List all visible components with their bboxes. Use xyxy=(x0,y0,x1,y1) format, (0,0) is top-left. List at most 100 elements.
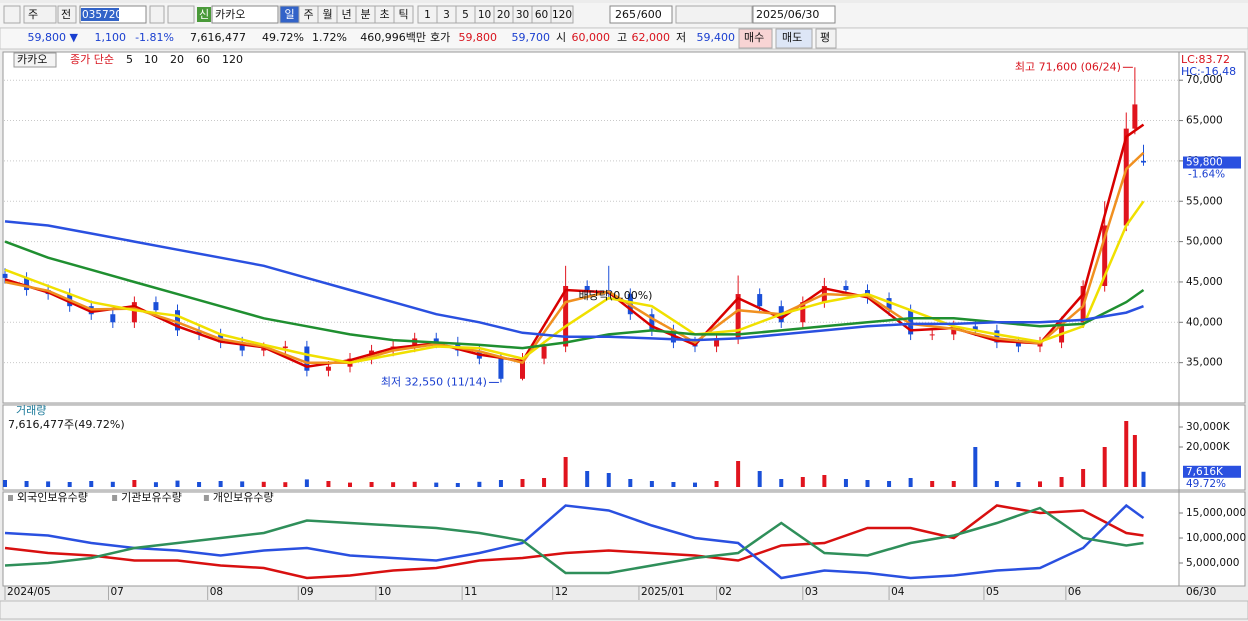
moving-average xyxy=(4,220,1144,342)
volume-bar xyxy=(304,479,309,487)
annotation-low: 최저 32,550 (11/14) xyxy=(381,375,487,388)
holding-line xyxy=(4,503,1145,580)
candle-body xyxy=(282,346,288,349)
candle-body xyxy=(2,273,8,278)
date-box[interactable] xyxy=(752,5,836,24)
x-tick-label: 10 xyxy=(378,586,391,598)
prev-button[interactable] xyxy=(57,5,77,24)
volume-bar xyxy=(369,482,374,487)
avg-button[interactable] xyxy=(815,28,837,49)
x-tick-label: 06 xyxy=(1068,586,1082,598)
volume-bar xyxy=(412,481,417,487)
period-label: 분 xyxy=(360,8,370,21)
count: 265 xyxy=(615,8,636,21)
volume-bar xyxy=(1132,435,1137,487)
volume-bar xyxy=(585,471,590,487)
quote-bar xyxy=(0,27,1248,50)
period-label: 초 xyxy=(379,8,389,21)
candle-body xyxy=(1141,160,1146,163)
high-label: 고 xyxy=(617,31,627,44)
low-label: 저 xyxy=(676,31,686,44)
unit-label: 주 xyxy=(28,8,38,21)
volume-bar xyxy=(606,473,611,487)
x-tick-label: 05 xyxy=(986,586,999,598)
volume-ratio: 49.72% xyxy=(1186,478,1226,490)
candle-body xyxy=(886,298,892,311)
annotation-high: 최고 71,600 (06/24) xyxy=(1015,60,1121,73)
y-tick-label: 65,000 xyxy=(1186,115,1223,127)
holding-line xyxy=(4,504,1144,580)
current-volume: 7,616K xyxy=(1186,466,1224,478)
tool-buttons[interactable] xyxy=(675,5,753,24)
moving-average xyxy=(4,240,1145,350)
low: 59,400 xyxy=(697,31,736,44)
lc-label: LC:83.72 xyxy=(1181,53,1230,66)
current-price: 59,800 xyxy=(1186,157,1223,169)
candle-body xyxy=(498,358,504,379)
code-selection xyxy=(81,8,119,21)
ask: 59,800 xyxy=(459,31,498,44)
candle-body xyxy=(304,346,310,371)
candle-body xyxy=(175,310,180,331)
volume-bar xyxy=(1102,447,1107,487)
x-tick-label: 11 xyxy=(464,586,477,598)
unit-select[interactable] xyxy=(23,5,57,24)
candle-body xyxy=(239,342,245,351)
x-tick-label: 08 xyxy=(210,586,223,598)
avg-label: 평 xyxy=(820,31,830,44)
volume-bar xyxy=(671,482,676,487)
count-box[interactable] xyxy=(609,5,673,24)
change: 1,100 xyxy=(95,31,127,44)
interval-label: 1 xyxy=(424,9,431,21)
candle-body xyxy=(1132,104,1138,129)
interval-label: 30 xyxy=(516,9,529,21)
period-button[interactable] xyxy=(393,5,414,24)
volume-bar xyxy=(477,481,482,487)
x-tick-label: 07 xyxy=(111,586,124,598)
candle-body xyxy=(196,330,202,335)
candle-body xyxy=(908,310,914,335)
chart-title: 카카오 xyxy=(17,53,47,66)
name-input[interactable] xyxy=(211,5,279,24)
x-tick-label: 12 xyxy=(555,586,568,598)
interval-label: 20 xyxy=(497,9,510,21)
candle-body xyxy=(110,314,116,323)
sell-label: 매도 xyxy=(782,31,802,44)
interval-label: 120 xyxy=(552,9,572,21)
y-tick-label: 30,000K xyxy=(1186,421,1231,433)
sell-button[interactable] xyxy=(775,28,813,49)
y-tick-label: 40,000 xyxy=(1186,316,1223,328)
volume-bar xyxy=(714,481,719,487)
code-text: 035720 xyxy=(82,9,122,21)
scrollbar[interactable] xyxy=(0,600,1248,620)
volume: 7,616,477 xyxy=(190,31,246,44)
legend-marker xyxy=(112,495,118,501)
volume-bar xyxy=(391,482,396,487)
volume-bar xyxy=(498,480,503,487)
volume-bar xyxy=(736,461,741,487)
legend-label: 종가 단순 xyxy=(70,53,114,66)
candle-body xyxy=(520,358,525,379)
y-tick-label: 10,000,000 xyxy=(1186,532,1246,544)
y-tick-label: 55,000 xyxy=(1186,195,1223,207)
annotation-dividend: 배당락(0.00%) xyxy=(579,289,653,302)
volume-bar xyxy=(132,480,137,487)
sound-button[interactable] xyxy=(167,5,195,24)
candle-body xyxy=(951,326,957,335)
badge-text: 신 xyxy=(199,8,209,21)
interval-button[interactable] xyxy=(550,5,574,24)
volume-bar xyxy=(46,481,51,487)
holdings-panel xyxy=(2,491,1246,587)
volume-bar xyxy=(1081,469,1086,487)
buy-button[interactable] xyxy=(738,28,773,49)
volume-bar xyxy=(908,478,913,487)
menu-button[interactable] xyxy=(3,5,21,24)
legend-entry: 10 xyxy=(144,53,158,66)
hc-label: HC:-16.48 xyxy=(1181,65,1236,78)
search-button[interactable] xyxy=(149,5,165,24)
volume-bar xyxy=(563,457,568,487)
legend-entry: 60 xyxy=(196,53,210,66)
prev-label: 전 xyxy=(61,8,71,21)
volume-panel xyxy=(2,404,1246,491)
